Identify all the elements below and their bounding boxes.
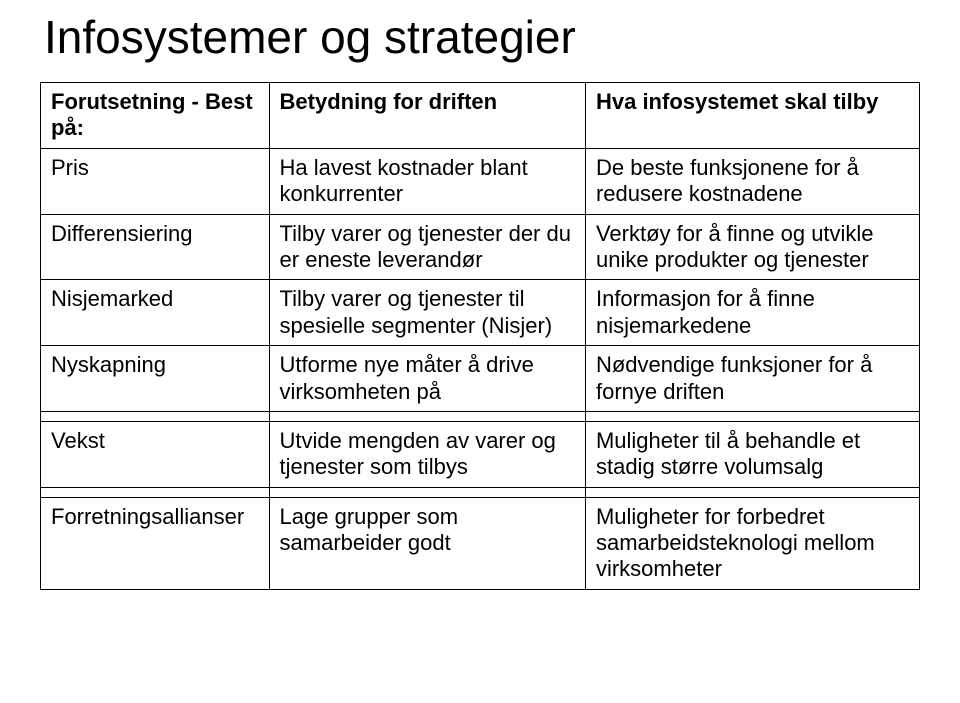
table-row: Nisjemarked Tilby varer og tjenester til… [41,280,920,346]
cell: Vekst [41,421,270,487]
table-row: Pris Ha lavest kostnader blant konkurren… [41,148,920,214]
cell: Tilby varer og tjenester til spesielle s… [269,280,585,346]
col-header-2: Betydning for driften [269,83,585,149]
table-row: Differensiering Tilby varer og tjenester… [41,214,920,280]
cell: Utvide mengden av varer og tjenester som… [269,421,585,487]
cell: Nyskapning [41,346,270,412]
cell: De beste funksjonene for å redusere kost… [585,148,919,214]
cell: Forretningsallianser [41,497,270,589]
table-header-row: Forutsetning - Best på: Betydning for dr… [41,83,920,149]
col-header-1: Forutsetning - Best på: [41,83,270,149]
cell: Ha lavest kostnader blant konkurrenter [269,148,585,214]
table-row: Nyskapning Utforme nye måter å drive vir… [41,346,920,412]
strategy-table: Forutsetning - Best på: Betydning for dr… [40,82,920,590]
page-title: Infosystemer og strategier [44,10,920,64]
spacer-row [41,411,920,421]
spacer-row [41,487,920,497]
cell: Utforme nye måter å drive virksomheten p… [269,346,585,412]
col-header-3: Hva infosystemet skal tilby [585,83,919,149]
cell: Pris [41,148,270,214]
cell: Verktøy for å finne og utvikle unike pro… [585,214,919,280]
cell: Muligheter for forbedret samarbeidstekno… [585,497,919,589]
cell: Differensiering [41,214,270,280]
cell: Nødvendige funksjoner for å fornye drift… [585,346,919,412]
cell: Muligheter til å behandle et stadig stør… [585,421,919,487]
cell: Nisjemarked [41,280,270,346]
cell: Informasjon for å finne nisjemarkedene [585,280,919,346]
table-row: Vekst Utvide mengden av varer og tjenest… [41,421,920,487]
cell: Lage grupper som samarbeider godt [269,497,585,589]
table-row: Forretningsallianser Lage grupper som sa… [41,497,920,589]
cell: Tilby varer og tjenester der du er enest… [269,214,585,280]
